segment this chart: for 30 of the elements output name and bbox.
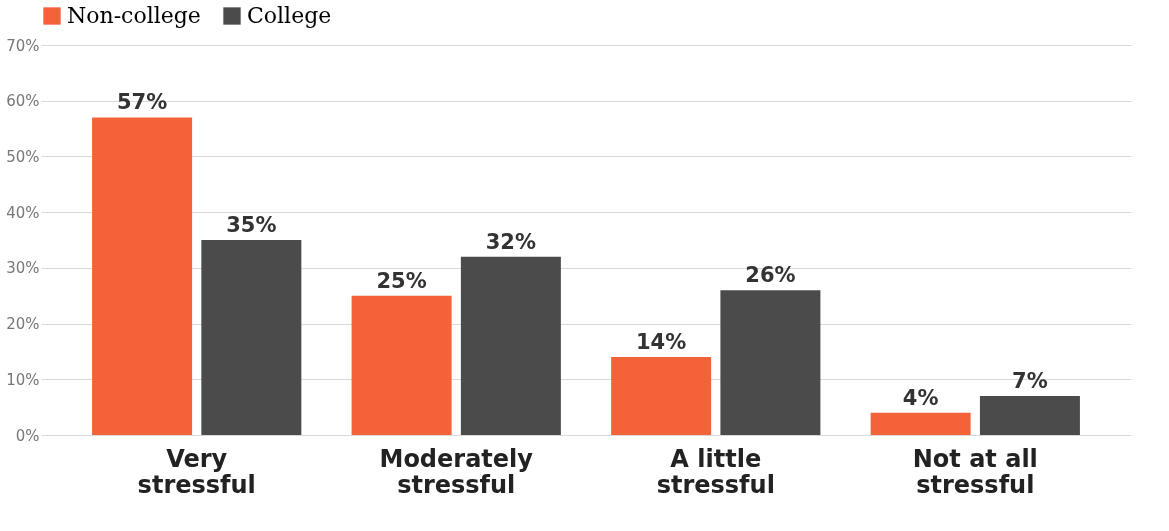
x-tick-label: A little stressful: [656, 444, 775, 499]
y-tick-label: 10%: [6, 370, 40, 389]
bar: [870, 412, 971, 435]
y-tick-label: 50%: [6, 147, 40, 166]
legend-label: College: [247, 3, 332, 28]
y-tick-label: 20%: [6, 315, 40, 334]
bar: [720, 290, 821, 435]
data-label: 14%: [635, 330, 687, 354]
data-label: 25%: [376, 268, 427, 293]
legend-label: Non-college: [67, 3, 201, 28]
x-tick-label: Moderately stressful: [379, 444, 534, 499]
bar: [460, 256, 561, 435]
bar: [611, 357, 712, 435]
y-tick-label: 70%: [6, 36, 40, 55]
data-label: 26%: [745, 263, 796, 288]
data-label: 7%: [1012, 369, 1048, 393]
bar: [201, 240, 302, 435]
bar: [979, 396, 1080, 435]
data-label: 4%: [902, 385, 939, 410]
y-tick-label: 40%: [6, 203, 40, 222]
x-tick-label: Not at all stressful: [912, 444, 1038, 499]
bar: [351, 295, 452, 435]
y-tick-label: 60%: [6, 92, 40, 111]
x-tick-label: Very stressful: [137, 444, 256, 499]
bar: [92, 117, 193, 435]
data-label: 35%: [226, 213, 277, 237]
data-label: 57%: [116, 90, 168, 115]
data-label: 32%: [485, 229, 537, 254]
y-tick-label: 0%: [15, 426, 40, 445]
y-tick-label: 30%: [6, 259, 40, 278]
